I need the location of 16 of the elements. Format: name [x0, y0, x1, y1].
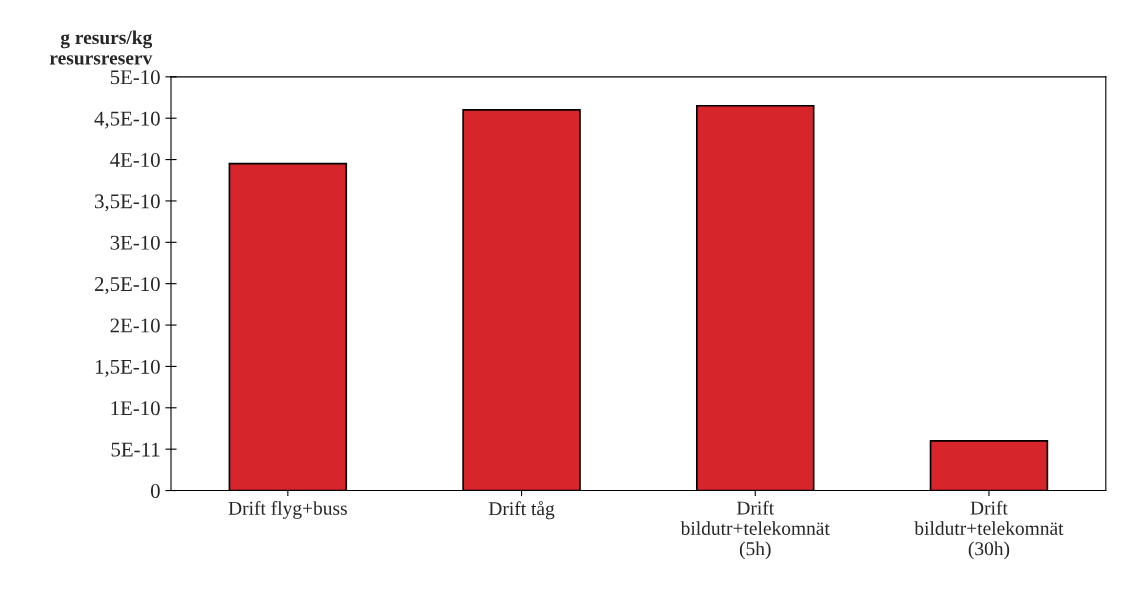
y-tick-label: 0	[150, 483, 160, 498]
y-tick-label: 5E-11	[111, 442, 160, 457]
y-axis-title: g resurs/kg resursreserv	[49, 30, 153, 65]
y-tick-label: 2,5E-10	[94, 277, 160, 295]
y-tick-label: 1,5E-10	[95, 359, 160, 377]
y-tick-label: 2E-10	[110, 318, 160, 333]
y-tick-label: 5E-10	[110, 70, 160, 85]
x-tick-label: Drift bildutr+telekomnät (30h)	[914, 500, 1064, 560]
y-tick-label: 4,5E-10	[94, 111, 160, 129]
x-tick-label: Drift tåg	[488, 500, 555, 520]
x-tick-label: Drift flyg+buss	[228, 500, 347, 519]
y-tick-label: 3E-10	[110, 235, 160, 250]
y-tick-label: 4E-10	[110, 152, 160, 167]
y-tick-label: 3,5E-10	[95, 194, 160, 212]
x-tick-label: Drift bildutr+telekomnät (5h)	[680, 500, 830, 560]
y-tick-label: 1E-10	[111, 401, 160, 416]
